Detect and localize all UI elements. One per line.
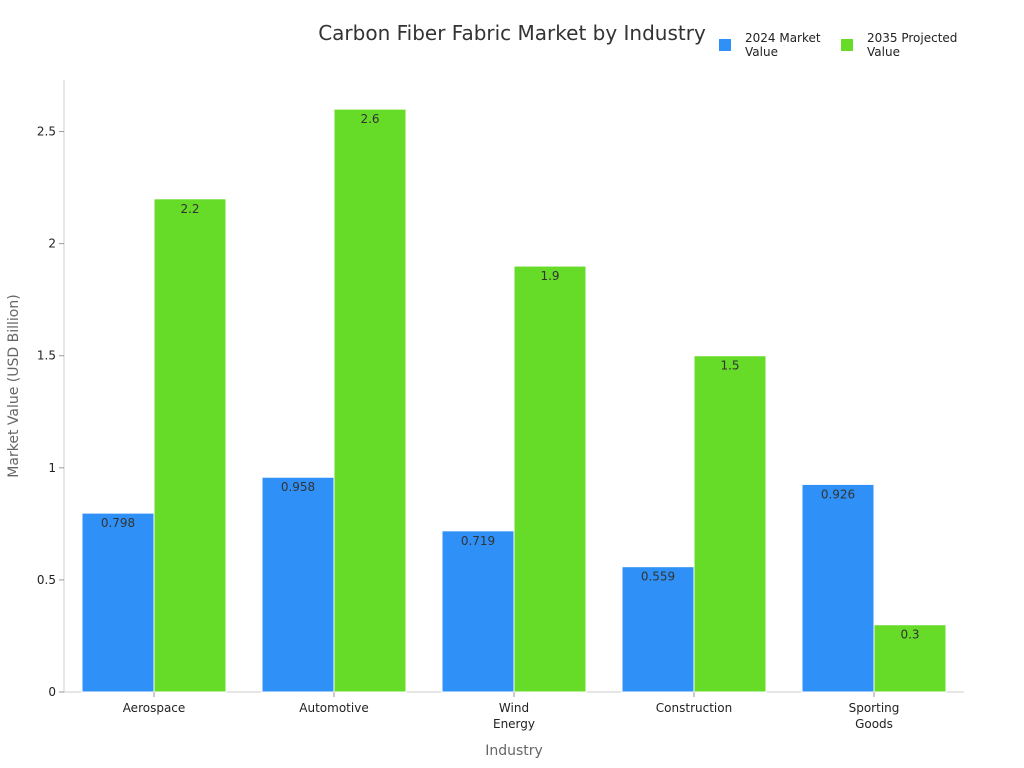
legend-label: 2035 Projected — [867, 31, 957, 45]
bar-value-label: 1.5 — [720, 359, 739, 373]
y-tick-label: 2.5 — [37, 125, 56, 139]
bar-value-label: 0.3 — [900, 628, 919, 642]
bar-series-1 — [801, 483, 875, 693]
bar-value-label: 2.2 — [180, 202, 199, 216]
x-category-label: Aerospace — [123, 701, 186, 715]
legend-label: 2024 Market — [745, 31, 821, 45]
bar-series-1 — [441, 530, 515, 693]
x-category-label: Automotive — [299, 701, 368, 715]
x-category-label: Energy — [493, 717, 535, 731]
legend-label: Value — [867, 45, 900, 59]
legend-swatch — [719, 39, 731, 51]
bar-value-label: 0.958 — [281, 480, 315, 494]
chart-title: Carbon Fiber Fabric Market by Industry — [318, 21, 706, 45]
bar-series-2 — [693, 355, 767, 693]
y-axis-title: Market Value (USD Billion) — [6, 294, 22, 477]
y-tick-label: 0 — [48, 685, 56, 699]
y-tick-label: 0.5 — [37, 573, 56, 587]
x-category-label: Goods — [855, 717, 893, 731]
bar-value-label: 0.798 — [101, 516, 135, 530]
bar-value-label: 0.719 — [461, 534, 495, 548]
y-ticks: 0 0.5 1 1.5 2 2.5 — [37, 125, 64, 699]
data-labels: 0.798 2.2 0.958 2.6 0.719 1.9 0.559 1.5 0.926 0.3 — [101, 112, 920, 642]
bar-value-label: 0.926 — [821, 487, 855, 501]
bar-value-label: 0.559 — [641, 570, 675, 584]
bar-series-1 — [621, 566, 695, 693]
bars — [81, 108, 947, 693]
legend-swatch — [841, 39, 853, 51]
bar-series-2 — [513, 265, 587, 693]
x-category-label: Sporting — [849, 701, 900, 715]
y-tick-label: 2 — [48, 237, 56, 251]
bar-value-label: 2.6 — [360, 112, 379, 126]
legend-label: Value — [745, 45, 778, 59]
bar-series-2 — [873, 624, 947, 693]
x-categories: Aerospace Automotive Wind Energy Constructio… — [123, 692, 900, 731]
y-tick-label: 1.5 — [37, 349, 56, 363]
bar-series-1 — [261, 476, 335, 693]
bar-value-label: 1.9 — [540, 269, 559, 283]
y-tick-label: 1 — [48, 461, 56, 475]
x-category-label: Construction — [656, 701, 732, 715]
x-axis-title: Industry — [485, 743, 543, 759]
bar-series-2 — [153, 198, 227, 693]
x-category-label: Wind — [499, 701, 529, 715]
bar-series-2 — [333, 108, 407, 693]
bar-series-1 — [81, 512, 155, 693]
